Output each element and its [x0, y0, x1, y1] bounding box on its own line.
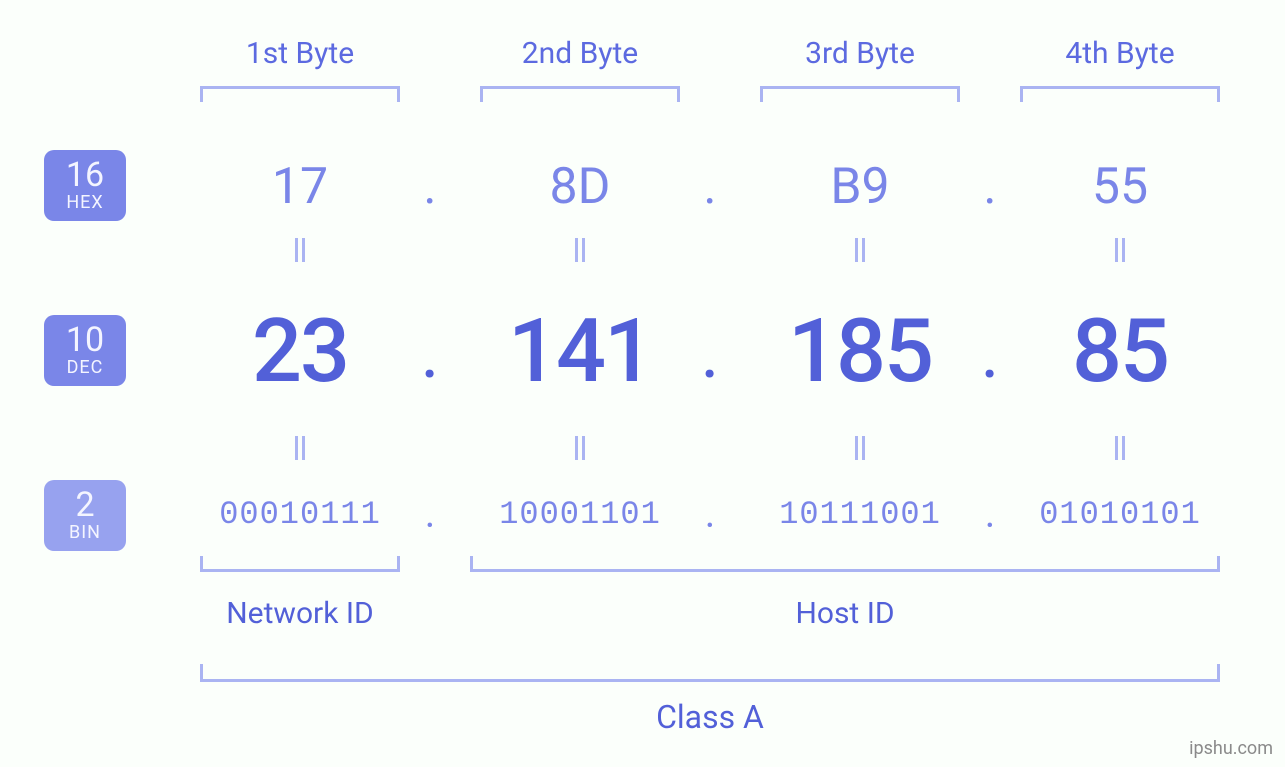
bracket-top-4: [1020, 86, 1220, 102]
bin-byte-3: 10111001: [740, 496, 980, 533]
label-class: Class A: [200, 698, 1220, 736]
bin-byte-4: 01010101: [1000, 496, 1240, 533]
ip-diagram: 1st Byte 2nd Byte 3rd Byte 4th Byte 16 H…: [0, 0, 1285, 767]
byte-header-3: 3rd Byte: [750, 36, 970, 71]
bin-byte-1: 00010111: [180, 496, 420, 533]
bin-byte-2: 10001101: [460, 496, 700, 533]
hex-byte-4: 55: [1020, 158, 1220, 216]
base-num-dec: 10: [44, 323, 126, 359]
base-label-dec: DEC: [44, 359, 126, 378]
base-num-hex: 16: [44, 158, 126, 194]
base-badge-hex: 16 HEX: [44, 150, 126, 221]
hex-dot-3: .: [973, 158, 1007, 216]
base-badge-bin: 2 BIN: [44, 480, 126, 551]
watermark: ipshu.com: [1189, 738, 1273, 759]
dec-byte-4: 85: [1000, 300, 1240, 403]
bracket-network: [200, 556, 400, 572]
hex-byte-2: 8D: [480, 158, 680, 216]
hex-byte-3: B9: [760, 158, 960, 216]
label-host-id: Host ID: [470, 596, 1220, 631]
dec-dot-2: .: [685, 310, 735, 395]
byte-header-2: 2nd Byte: [470, 36, 690, 71]
bracket-host: [470, 556, 1220, 572]
base-label-hex: HEX: [44, 194, 126, 213]
base-num-bin: 2: [44, 488, 126, 524]
dec-dot-1: .: [405, 310, 455, 395]
bin-dot-1: .: [413, 490, 447, 537]
bin-dot-2: .: [693, 490, 727, 537]
bracket-class: [200, 664, 1220, 682]
label-network-id: Network ID: [200, 596, 400, 631]
base-label-bin: BIN: [44, 524, 126, 543]
dec-byte-1: 23: [180, 300, 420, 403]
base-badge-dec: 10 DEC: [44, 315, 126, 386]
dec-byte-3: 185: [740, 300, 980, 403]
byte-header-4: 4th Byte: [1010, 36, 1230, 71]
hex-dot-1: .: [413, 158, 447, 216]
byte-header-1: 1st Byte: [190, 36, 410, 71]
dec-byte-2: 141: [460, 300, 700, 403]
bracket-top-1: [200, 86, 400, 102]
hex-byte-1: 17: [200, 158, 400, 216]
hex-dot-2: .: [693, 158, 727, 216]
bracket-top-3: [760, 86, 960, 102]
bracket-top-2: [480, 86, 680, 102]
